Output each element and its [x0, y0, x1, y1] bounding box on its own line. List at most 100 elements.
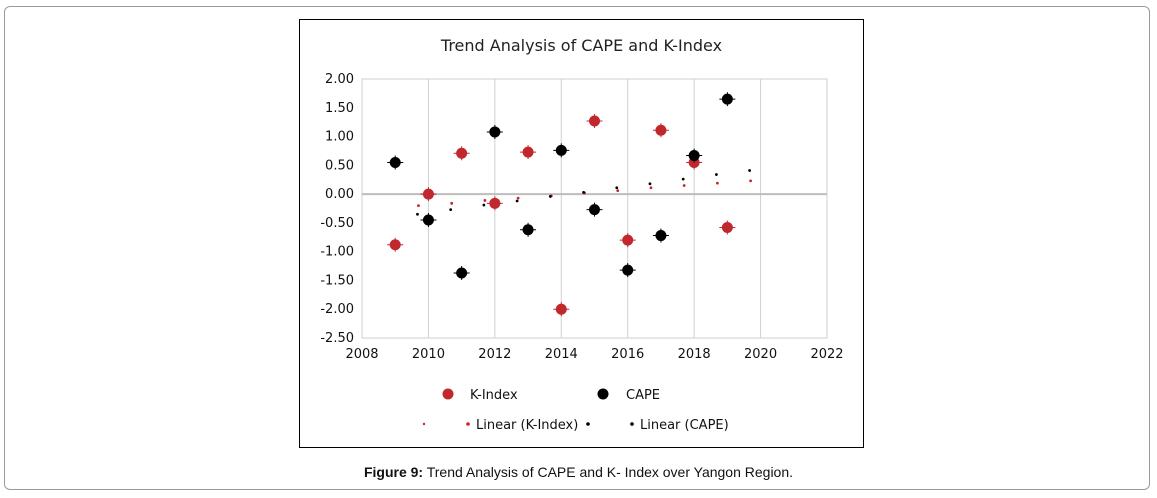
x-tick-label: 2022 [810, 347, 843, 362]
linear-k-index-point [450, 201, 454, 205]
k-index-point [652, 123, 669, 138]
marker-dot [489, 197, 501, 209]
gridlines [427, 79, 828, 338]
caption-label: Figure 9: [363, 464, 424, 480]
k-index-point [387, 237, 404, 252]
k-index-point [719, 220, 736, 235]
figure-frame [4, 6, 1150, 490]
marker-dot [721, 221, 733, 233]
chart-plot: 2.00 1.50 1.00 0.50 0.00 -0.50 -1.00 -1.50 -2.00… [320, 72, 843, 433]
linear-k-index-point [715, 181, 719, 185]
legend-linear-cape-dot [586, 422, 590, 426]
x-tick-label: 2016 [611, 347, 644, 362]
cape-point [520, 222, 537, 237]
marker-dot [589, 115, 600, 127]
linear-cape-point [648, 182, 652, 186]
x-tick-labels: 2008 2010 2012 2014 2016 2018 2020 2022 [345, 347, 843, 362]
marker-dot [389, 239, 401, 251]
legend-linear-cape-dot [630, 422, 634, 426]
legend-cape-marker [597, 388, 609, 400]
linear-k-index-point [483, 199, 487, 202]
marker-dot [555, 303, 567, 315]
linear-k-index-point [516, 196, 520, 200]
marker-dot [389, 156, 401, 168]
cape-point [387, 155, 404, 170]
x-tick-label: 2018 [678, 347, 711, 362]
cape-point [486, 124, 503, 139]
cape-point [619, 263, 636, 278]
k-index-point [586, 114, 603, 129]
linear-k-index-point [749, 179, 753, 183]
x-tick-label: 2020 [744, 347, 777, 362]
marker-dot [688, 150, 700, 162]
marker-dot [522, 146, 534, 158]
cape-point [553, 143, 570, 158]
y-tick-label: 2.00 [325, 72, 354, 87]
marker-dot [655, 230, 667, 242]
linear-cape-point [416, 212, 419, 216]
legend-cape-label: CAPE [626, 388, 660, 403]
y-tick-label: 1.00 [325, 130, 354, 145]
y-tick-label: -2.00 [320, 302, 354, 317]
legend-linear-k-dot [422, 422, 426, 426]
linear-k-index-point [417, 204, 420, 208]
y-tick-label: 0.50 [325, 158, 354, 173]
linear-cape-point [548, 195, 552, 198]
x-tick-label: 2014 [545, 347, 578, 362]
cape-point [652, 228, 669, 243]
linear-cape-point [449, 208, 453, 212]
legend-linear-k-dot [466, 422, 470, 426]
linear-cape-point [615, 186, 619, 190]
marker-dot [456, 147, 468, 159]
x-tick-label: 2008 [345, 347, 378, 362]
linear-cape-point [714, 173, 718, 176]
marker-dot [721, 93, 733, 105]
marker-dot [555, 144, 567, 156]
y-tick-label: 1.50 [325, 101, 354, 116]
k-index-point [486, 196, 503, 211]
marker-dot [622, 234, 634, 246]
marker-dot [655, 124, 667, 136]
legend-linear-cape-label: Linear (CAPE) [640, 418, 729, 433]
k-index-point [453, 146, 470, 161]
legend: K-Index CAPE Linear (K-Index) Linear (CAPE) [422, 388, 729, 433]
figure-caption: Figure 9: Trend Analysis of CAPE and K- … [0, 464, 1157, 480]
chart-title: Trend Analysis of CAPE and K-Index [440, 36, 723, 55]
linear-k-index-point [616, 189, 620, 193]
marker-dot [489, 126, 501, 138]
cape-point [686, 148, 703, 163]
y-tick-label: -2.50 [320, 331, 354, 346]
plot-border [361, 78, 828, 339]
k-index-point [619, 233, 636, 248]
marker-dot [622, 264, 634, 276]
linear-k-index-point [649, 186, 653, 190]
cape-point [586, 202, 603, 217]
cape-point [453, 265, 470, 280]
x-tick-label: 2012 [478, 347, 511, 362]
y-tick-label: -0.50 [320, 216, 354, 231]
y-tick-label: 0.00 [325, 187, 354, 202]
y-tick-labels: 2.00 1.50 1.00 0.50 0.00 -0.50 -1.00 -1.50 -2.00… [320, 72, 354, 346]
axes [361, 78, 828, 339]
y-tick-label: -1.00 [320, 245, 354, 260]
k-index-point [553, 302, 570, 317]
x-tick-label: 2010 [412, 347, 445, 362]
marker-dot [589, 204, 600, 216]
k-index-point [520, 145, 537, 160]
linear-cape-point [482, 203, 486, 207]
chart-container: Trend Analysis of CAPE and K-Index 2.00 1… [299, 19, 864, 448]
cape-point [719, 92, 736, 107]
data-points [387, 92, 736, 317]
trend-points [416, 169, 753, 216]
y-tick-label: -1.50 [320, 273, 354, 288]
linear-cape-point [515, 199, 519, 203]
marker-dot [422, 188, 434, 200]
linear-cape-point [681, 177, 685, 181]
cape-point [420, 213, 437, 228]
linear-cape-point [748, 169, 752, 172]
caption-text: Trend Analysis of CAPE and K- Index over… [423, 464, 794, 480]
linear-cape-point [582, 190, 585, 194]
marker-dot [456, 267, 468, 279]
marker-dot [422, 214, 434, 226]
marker-dot [522, 224, 534, 236]
